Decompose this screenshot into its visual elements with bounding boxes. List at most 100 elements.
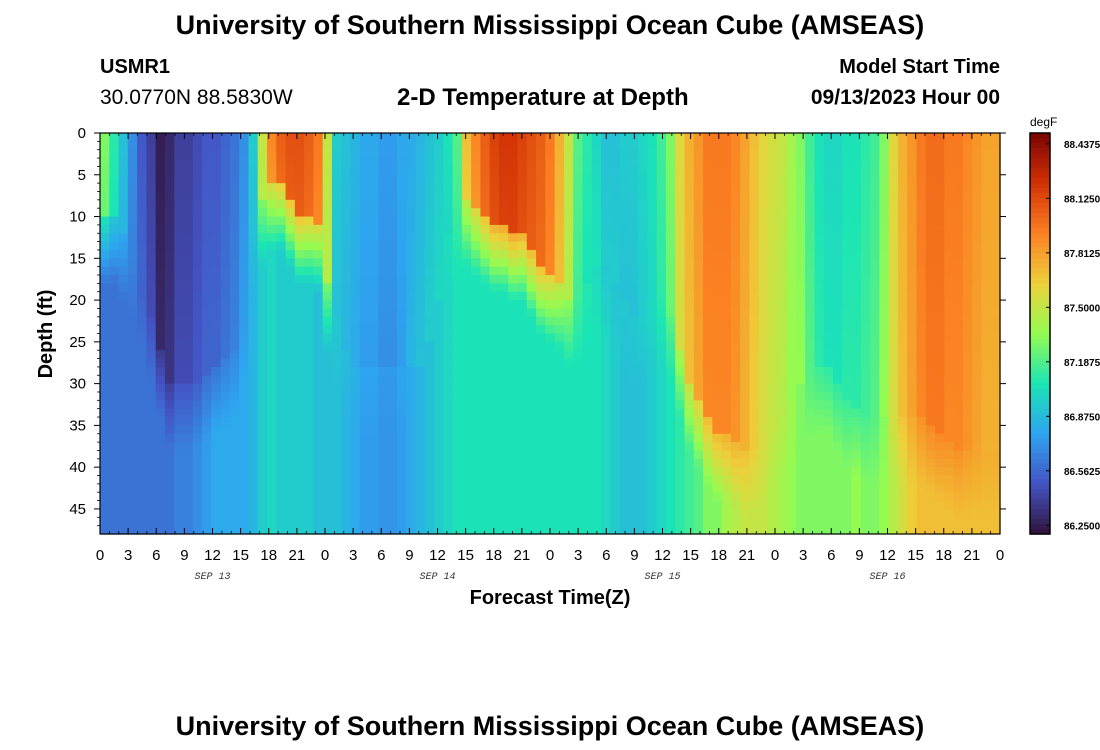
heatmap-cell	[127, 308, 138, 318]
heatmap-cell	[396, 358, 407, 368]
heatmap-cell	[164, 442, 175, 452]
heatmap-cell	[879, 216, 890, 226]
heatmap-cell	[248, 308, 259, 318]
heatmap-cell	[452, 249, 463, 259]
heatmap-cell	[628, 333, 639, 343]
heatmap-cell	[220, 483, 231, 493]
heatmap-cell	[870, 517, 880, 527]
heatmap-cell	[656, 433, 667, 443]
heatmap-cell	[294, 475, 305, 485]
heatmap-cell	[285, 483, 296, 493]
heatmap-cell	[239, 133, 250, 142]
heatmap-cell	[656, 249, 667, 259]
heatmap-cell	[471, 508, 482, 518]
heatmap-cell	[211, 174, 222, 184]
heatmap-cell	[127, 467, 138, 477]
heatmap-cell	[805, 191, 816, 201]
heatmap-cell	[619, 300, 630, 310]
heatmap-cell	[851, 216, 862, 226]
date-label: SEP 15	[644, 572, 680, 583]
heatmap-cell	[137, 358, 147, 368]
heatmap-cell	[127, 425, 138, 435]
heatmap-cell	[665, 333, 676, 343]
heatmap-cell	[870, 350, 880, 360]
heatmap-cell	[536, 341, 546, 351]
heatmap-cell	[647, 492, 658, 502]
heatmap-cell	[239, 325, 250, 335]
heatmap-cell	[424, 433, 435, 443]
heatmap-cell	[285, 258, 296, 268]
heatmap-cell	[536, 492, 546, 502]
heatmap-cell	[192, 283, 203, 293]
heatmap-cell	[294, 325, 305, 335]
heatmap-cell	[647, 275, 658, 284]
heatmap-cell	[378, 141, 389, 151]
heatmap-cell	[294, 141, 305, 151]
heatmap-cell	[406, 233, 417, 243]
heatmap-cell	[851, 149, 862, 159]
heatmap-cell	[814, 158, 825, 168]
heatmap-cell	[693, 174, 704, 184]
heatmap-cell	[350, 391, 361, 401]
heatmap-cell	[897, 383, 908, 393]
heatmap-cell	[536, 383, 546, 393]
heatmap-cell	[248, 408, 259, 418]
heatmap-cell	[378, 458, 389, 468]
heatmap-cell	[601, 158, 611, 168]
heatmap-cell	[888, 141, 899, 151]
heatmap-cell	[601, 224, 611, 234]
heatmap-cell	[879, 500, 890, 510]
heatmap-cell	[322, 325, 333, 335]
heatmap-cell	[183, 258, 194, 268]
heatmap-cell	[638, 450, 649, 460]
heatmap-cell	[174, 325, 185, 335]
heatmap-cell	[563, 366, 574, 376]
heatmap-cell	[146, 241, 157, 251]
heatmap-cell	[786, 316, 797, 326]
heatmap-cell	[545, 475, 556, 485]
heatmap-cell	[768, 300, 778, 310]
heatmap-cell	[925, 375, 936, 385]
heatmap-cell	[870, 458, 880, 468]
heatmap-cell	[832, 358, 843, 368]
heatmap-cell	[953, 258, 964, 268]
heatmap-cell	[387, 458, 398, 468]
heatmap-cell	[164, 199, 175, 209]
heatmap-cell	[777, 417, 788, 426]
heatmap-cell	[601, 316, 611, 326]
heatmap-cell	[972, 358, 983, 368]
heatmap-cell	[109, 141, 120, 151]
heatmap-cell	[786, 383, 797, 393]
heatmap-cell	[350, 475, 361, 485]
heatmap-cell	[656, 375, 667, 385]
heatmap-cell	[786, 291, 797, 301]
heatmap-cell	[962, 366, 973, 376]
heatmap-cell	[823, 149, 834, 159]
heatmap-cell	[628, 316, 639, 326]
heatmap-cell	[665, 358, 676, 368]
heatmap-cell	[220, 450, 231, 460]
heatmap-cell	[415, 425, 426, 435]
heatmap-cell	[693, 358, 704, 368]
heatmap-cell	[582, 174, 593, 184]
heatmap-cell	[944, 475, 955, 485]
heatmap-cell	[870, 341, 880, 351]
heatmap-cell	[443, 174, 454, 184]
heatmap-cell	[285, 183, 296, 193]
heatmap-cell	[434, 141, 444, 151]
heatmap-cell	[480, 258, 491, 268]
heatmap-cell	[638, 408, 649, 418]
heatmap-cell	[415, 475, 426, 485]
heatmap-cell	[517, 483, 528, 493]
heatmap-cell	[693, 400, 704, 410]
heatmap-cell	[229, 325, 240, 335]
heatmap-cell	[471, 425, 482, 435]
model-start-value: 09/13/2023 Hour 00	[810, 86, 1000, 109]
heatmap-cell	[749, 475, 760, 485]
heatmap-cell	[554, 291, 565, 301]
heatmap-cell	[276, 358, 287, 368]
heatmap-cell	[842, 442, 853, 452]
heatmap-cell	[675, 241, 686, 251]
heatmap-cell	[582, 149, 593, 159]
heatmap-cell	[944, 417, 955, 426]
